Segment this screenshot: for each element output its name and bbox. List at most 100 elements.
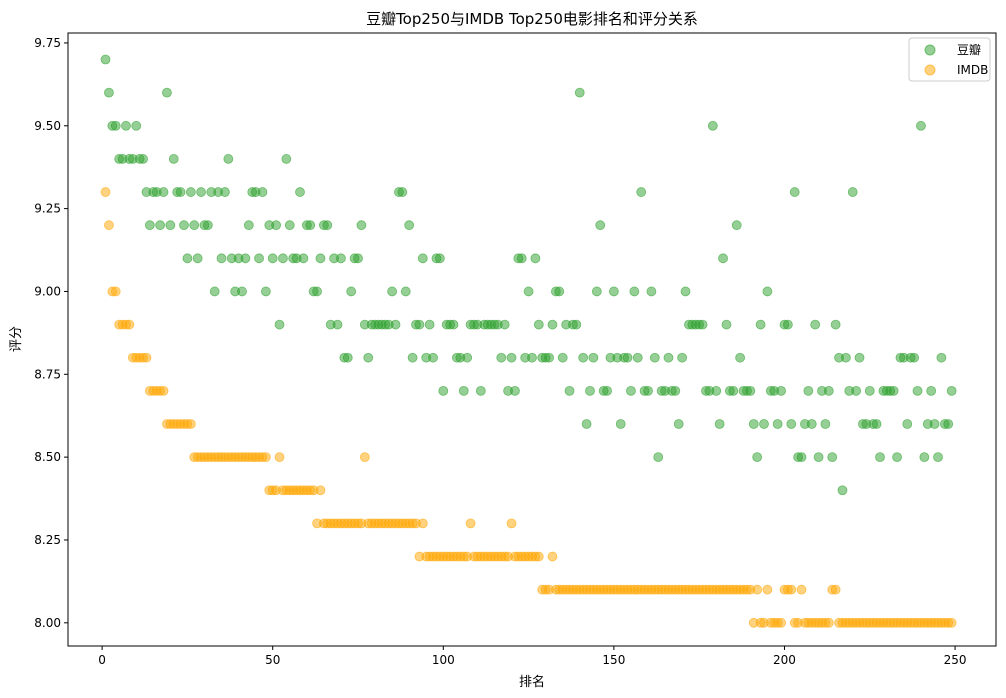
data-point [643,385,653,396]
data-point [100,54,111,65]
data-point [220,187,230,197]
data-point [748,419,759,429]
data-point [840,352,851,363]
y-axis-label: 评分 [9,326,24,352]
data-point [916,120,926,131]
data-point [714,419,725,429]
data-point [735,352,746,363]
data-point [332,319,343,330]
data-point [182,253,193,264]
x-tick-label: 150 [602,653,625,667]
data-point [943,419,954,429]
data-point [762,286,773,297]
data-point [404,220,415,231]
data-point [260,452,271,463]
data-point [629,286,640,297]
data-point [707,120,718,131]
data-point [141,352,152,363]
data-point [837,485,848,496]
data-point [462,352,473,363]
data-point [284,220,295,231]
data-point [155,220,166,231]
data-point [168,154,179,164]
data-point [864,385,875,396]
data-points [100,54,957,628]
data-point [578,352,589,363]
data-point [718,253,728,264]
data-point [564,385,575,396]
data-point [342,352,353,363]
data-point [574,87,585,98]
data-point [165,220,176,231]
data-point [677,352,688,363]
data-point [417,253,428,264]
data-point [697,319,708,330]
data-point [796,452,807,463]
data-point [465,518,476,529]
y-tick-label: 8.00 [34,616,61,630]
data-point [254,253,264,264]
data-point [847,187,858,197]
data-point [271,220,282,231]
data-point [281,154,292,164]
data-point [202,220,213,231]
data-point [346,286,357,297]
y-tick-label: 9.00 [34,284,61,298]
data-point [653,452,664,463]
data-point [216,253,227,264]
data-point [243,220,254,231]
x-tick-label: 200 [773,653,796,667]
data-point [544,352,554,363]
data-point [267,253,278,264]
data-point [414,319,425,330]
data-point [786,584,797,595]
data-point [752,584,763,595]
data-point [274,319,285,330]
data-point [131,120,142,131]
data-point [510,385,520,396]
data-point [417,518,428,529]
data-point [608,286,619,297]
data-point [820,419,831,429]
y-tick-label: 9.75 [34,36,61,50]
data-point [936,352,947,363]
y-tick-label: 8.50 [34,450,61,464]
legend-label-douban: 豆瓣 [957,43,981,57]
data-point [278,253,288,264]
data-point [506,352,517,363]
data-point [315,253,326,264]
data-point [315,485,326,496]
data-point [496,352,507,363]
data-point [649,352,660,363]
data-point [622,352,633,363]
y-axis-ticks: 8.00 8.25 8.50 8.75 9.00 9.25 9.50 9.75 [34,36,68,630]
data-point [100,187,111,197]
data-point [902,419,913,429]
data-point [223,154,234,164]
data-point [892,452,902,463]
data-point [626,385,636,396]
series-douban [100,54,957,496]
data-point [257,187,268,197]
data-point [185,419,196,429]
data-point [110,286,121,297]
series-imdb [100,187,957,628]
data-point [711,385,722,396]
data-point [595,220,606,231]
y-tick-label: 8.75 [34,367,61,381]
y-tick-label: 8.25 [34,533,61,547]
data-point [759,419,769,429]
data-point [926,385,937,396]
data-point [776,385,786,396]
data-point [591,286,602,297]
data-point [581,419,592,429]
data-point [602,385,612,396]
data-point [588,352,599,363]
data-point [888,385,899,396]
x-axis-ticks: 0 50 100 150 200 250 [98,646,967,667]
data-point [295,187,305,197]
data-point [772,419,783,429]
data-point [663,352,674,363]
